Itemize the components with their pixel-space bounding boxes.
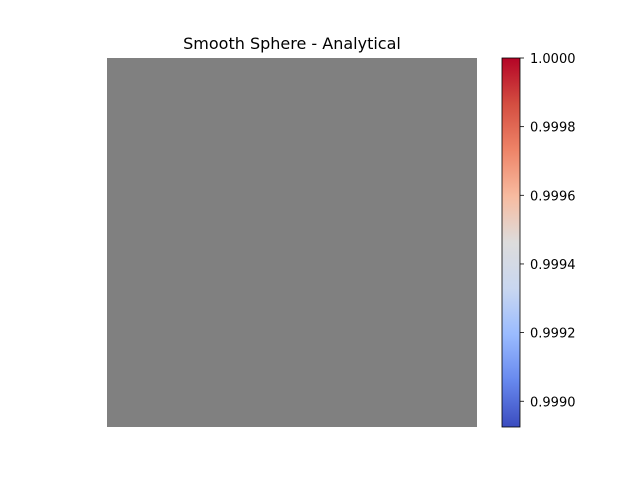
colorbar-tick-label: 0.9992 <box>530 327 576 342</box>
colorbar-ticks: 0.9990 0.9992 0.9994 0.9996 0.9998 1.0000 <box>520 52 576 410</box>
colorbar-tick-label: 0.9994 <box>530 258 576 273</box>
colorbar-tick-label: 1.0000 <box>530 52 576 67</box>
colorbar <box>501 57 521 428</box>
colorbar-tick-label: 0.9990 <box>530 395 576 410</box>
heatmap-image <box>107 58 477 427</box>
colorbar-tick-label: 0.9998 <box>530 121 576 136</box>
colorbar-tick-label: 0.9996 <box>530 189 576 204</box>
chart-title: Smooth Sphere - Analytical <box>183 34 401 53</box>
